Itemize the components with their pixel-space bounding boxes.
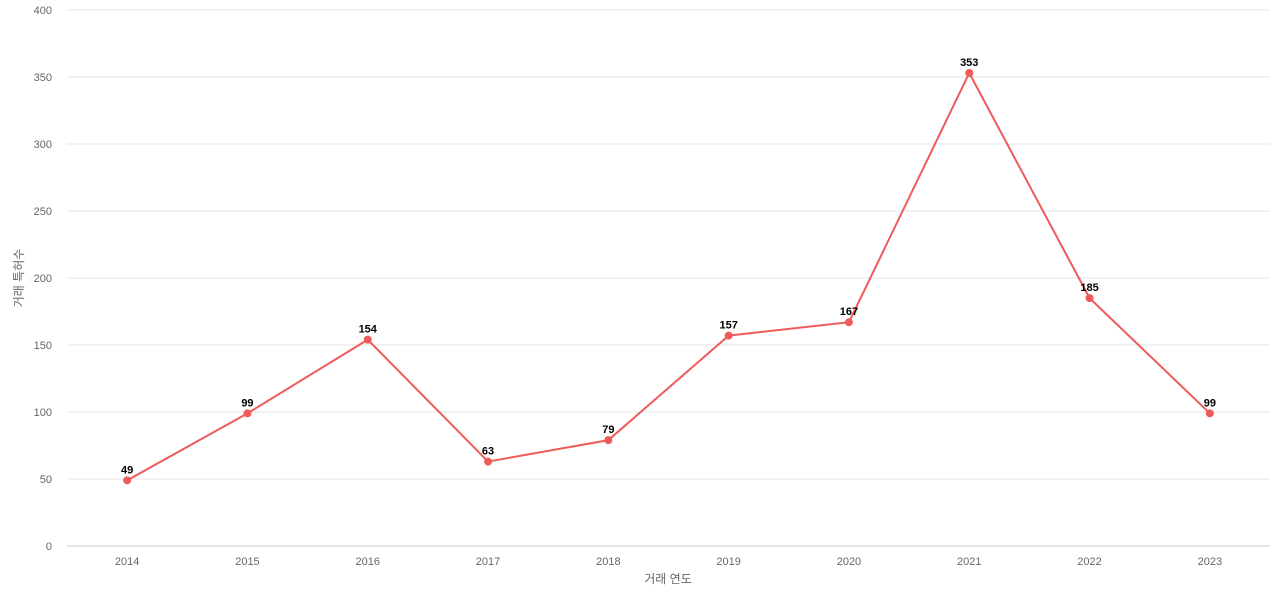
data-points (123, 68, 1214, 485)
data-label: 185 (1080, 282, 1098, 294)
y-axis-ticks: 0 50 100 150 200 250 300 350 400 (34, 5, 52, 553)
y-tick-label: 300 (34, 139, 52, 151)
x-tick-label: 2021 (957, 556, 981, 568)
x-tick-label: 2014 (115, 556, 139, 568)
y-tick-label: 50 (40, 474, 52, 486)
x-axis-title: 거래 연도 (644, 572, 692, 586)
data-label: 157 (719, 320, 737, 332)
data-label: 154 (359, 324, 378, 336)
data-label: 99 (1204, 397, 1216, 409)
data-label: 49 (121, 464, 133, 476)
data-label: 79 (602, 424, 614, 436)
data-point (844, 318, 853, 327)
y-tick-label: 250 (34, 206, 52, 218)
data-point (1085, 294, 1094, 303)
data-label: 167 (840, 306, 858, 318)
x-tick-label: 2020 (837, 556, 861, 568)
x-tick-label: 2017 (476, 556, 500, 568)
y-tick-label: 150 (34, 340, 52, 352)
y-tick-label: 400 (34, 5, 52, 17)
data-label: 99 (241, 397, 253, 409)
x-tick-label: 2018 (596, 556, 620, 568)
data-labels: 49 99 154 63 79 157 167 353 185 99 (121, 57, 1216, 476)
x-tick-label: 2019 (716, 556, 740, 568)
data-point (604, 436, 613, 445)
y-tick-label: 0 (46, 541, 52, 553)
x-axis-ticks: 2014 2015 2016 2017 2018 2019 2020 2021 2022 2023 (115, 556, 1222, 568)
x-tick-label: 2022 (1077, 556, 1101, 568)
x-tick-label: 2015 (235, 556, 259, 568)
x-tick-label: 2016 (356, 556, 380, 568)
data-point (1205, 409, 1214, 418)
data-point (965, 68, 974, 77)
data-point (724, 331, 733, 340)
data-label: 63 (482, 446, 494, 458)
y-tick-label: 100 (34, 407, 52, 419)
data-point (363, 335, 372, 344)
data-point (123, 476, 132, 485)
grid-lines (67, 9, 1270, 547)
data-point (243, 409, 252, 418)
y-tick-label: 350 (34, 72, 52, 84)
y-tick-label: 200 (34, 273, 52, 285)
y-axis-title: 거래 특허수 (12, 249, 26, 308)
series-line (126, 70, 1211, 482)
data-label: 353 (960, 57, 978, 69)
x-tick-label: 2023 (1198, 556, 1222, 568)
data-point (484, 457, 493, 466)
